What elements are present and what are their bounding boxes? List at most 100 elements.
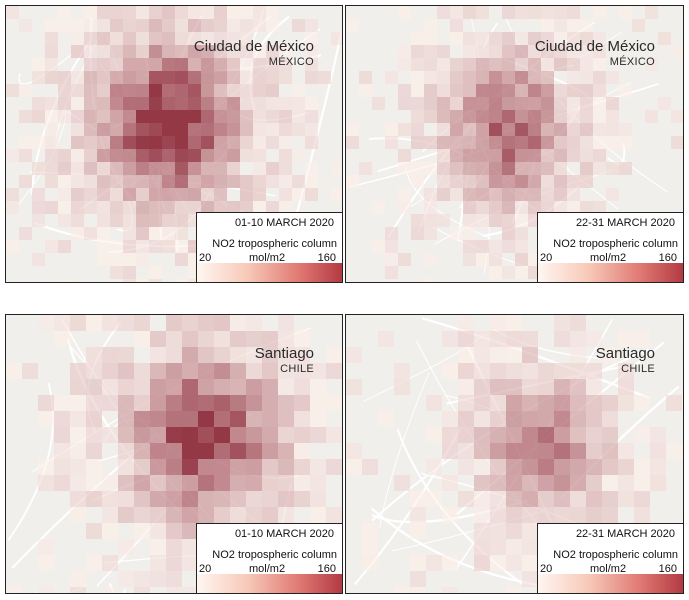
legend-min: 20 [199, 563, 212, 575]
no2-cell [149, 45, 162, 58]
no2-cell [246, 315, 262, 331]
no2-cell [515, 110, 528, 123]
no2-cell [515, 58, 528, 71]
no2-cell [305, 110, 318, 123]
no2-cell [246, 459, 262, 475]
no2-cell [97, 227, 110, 240]
no2-cell [602, 507, 618, 523]
no2-cell [310, 475, 326, 491]
no2-cell [182, 315, 198, 331]
no2-cell [570, 427, 586, 443]
no2-cell [136, 149, 149, 162]
no2-cell [149, 110, 162, 123]
no2-cell [110, 188, 123, 201]
no2-cell [666, 443, 682, 459]
legend-box: 01-10 MARCH 2020 NO2 tropospheric column… [196, 523, 342, 593]
no2-cell [240, 123, 253, 136]
no2-cell [490, 379, 506, 395]
no2-cell [149, 97, 162, 110]
no2-cell [253, 110, 266, 123]
no2-cell [502, 6, 515, 19]
no2-cell [136, 32, 149, 45]
no2-cell [227, 84, 240, 97]
no2-cell [606, 136, 619, 149]
no2-cell [86, 315, 102, 331]
period-label: 22-31 MARCH 2020 [575, 217, 675, 229]
no2-cell [182, 459, 198, 475]
no2-cell [292, 97, 305, 110]
no2-cell [240, 97, 253, 110]
no2-cell [554, 19, 567, 32]
no2-cell [182, 427, 198, 443]
no2-cell [580, 84, 593, 97]
no2-cell [292, 19, 305, 32]
no2-cell [424, 58, 437, 71]
no2-cell [45, 162, 58, 175]
no2-cell [489, 188, 502, 201]
no2-cell [515, 214, 528, 227]
no2-cell [650, 459, 666, 475]
no2-cell [580, 149, 593, 162]
no2-cell [490, 443, 506, 459]
no2-cell [201, 97, 214, 110]
no2-cell [201, 19, 214, 32]
no2-cell [58, 279, 71, 282]
no2-cell [71, 149, 84, 162]
no2-cell [554, 45, 567, 58]
no2-cell [240, 175, 253, 188]
no2-cell [162, 97, 175, 110]
no2-cell [424, 97, 437, 110]
no2-cell [305, 45, 318, 58]
no2-cell [266, 110, 279, 123]
no2-cell [490, 363, 506, 379]
no2-cell [201, 201, 214, 214]
no2-cell [567, 6, 580, 19]
no2-cell [292, 123, 305, 136]
no2-cell [86, 347, 102, 363]
no2-cell [463, 45, 476, 58]
no2-cell [593, 136, 606, 149]
no2-cell [110, 175, 123, 188]
no2-cell [437, 58, 450, 71]
no2-cell [182, 347, 198, 363]
no2-cell [38, 587, 54, 593]
no2-cell [134, 507, 150, 523]
no2-cell [162, 71, 175, 84]
no2-cell [506, 523, 522, 539]
no2-cell [489, 136, 502, 149]
no2-cell [586, 443, 602, 459]
no2-cell [474, 411, 490, 427]
no2-cell [58, 240, 71, 253]
no2-cell [70, 427, 86, 443]
no2-cell [214, 136, 227, 149]
no2-cell [136, 201, 149, 214]
no2-cell [554, 507, 570, 523]
no2-cell [490, 507, 506, 523]
no2-cell [188, 6, 201, 19]
no2-cell [476, 253, 489, 266]
no2-cell [136, 136, 149, 149]
no2-cell [541, 32, 554, 45]
no2-cell [593, 123, 606, 136]
no2-cell [586, 427, 602, 443]
no2-cell [618, 475, 634, 491]
no2-cell [110, 97, 123, 110]
no2-cell [201, 175, 214, 188]
no2-cell [567, 175, 580, 188]
no2-cell [188, 97, 201, 110]
no2-cell [123, 84, 136, 97]
no2-cell [515, 123, 528, 136]
no2-cell [294, 379, 310, 395]
legend-min: 20 [540, 563, 553, 575]
no2-cell [645, 58, 658, 71]
no2-cell [266, 123, 279, 136]
no2-cell [149, 266, 162, 279]
no2-cell [102, 395, 118, 411]
no2-cell [442, 411, 458, 427]
no2-cell [38, 315, 54, 331]
no2-cell [346, 175, 359, 188]
no2-cell [359, 84, 372, 97]
no2-cell [394, 379, 410, 395]
no2-cell [606, 71, 619, 84]
no2-cell [278, 491, 294, 507]
